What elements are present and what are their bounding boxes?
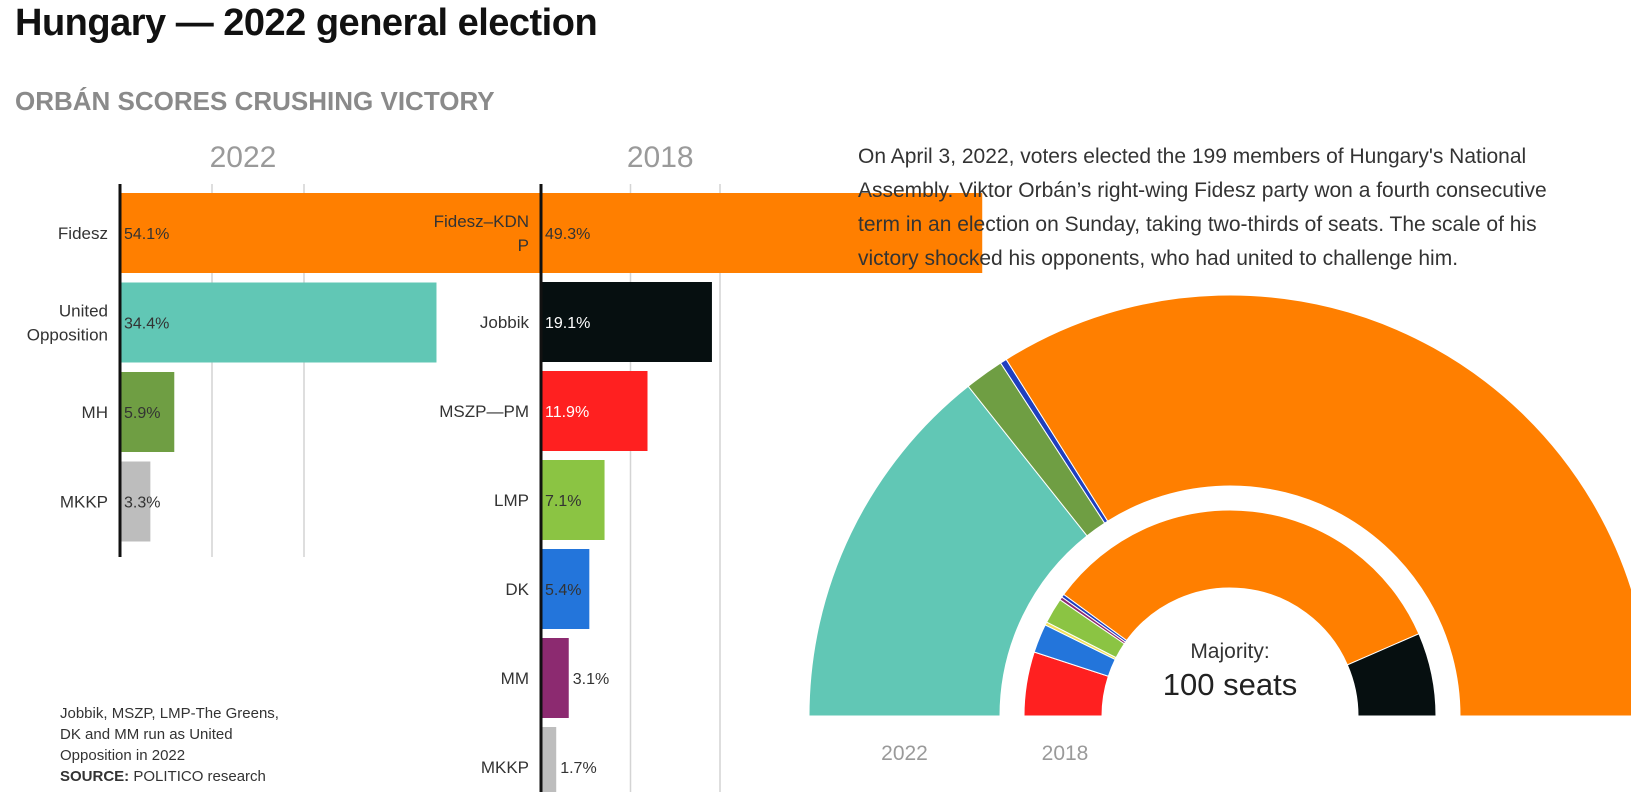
parliament-chart: 2022 2018 Majority: 100 seats	[808, 294, 1631, 765]
chart-2018-category-label: MKKP	[481, 758, 529, 777]
chart-2018-category-label: LMP	[494, 491, 529, 510]
seat-segment-2018	[1063, 509, 1420, 666]
chart-2022-bar	[120, 372, 175, 452]
chart-2022-category-line: MH	[82, 403, 108, 422]
chart-2018-category-line: P	[518, 236, 529, 255]
chart-2018-bar	[541, 727, 557, 792]
chart-2018-bar	[541, 460, 605, 540]
page-title: Hungary — 2022 general election	[15, 2, 598, 44]
chart-2022-data-label: 54.1%	[124, 226, 169, 243]
chart-2018-bar	[541, 282, 712, 362]
ring-label-2022: 2022	[881, 742, 928, 765]
footnote-note: Jobbik, MSZP, LMP-The Greens, DK and MM …	[60, 705, 279, 764]
chart-2018-category-line: MKKP	[481, 758, 529, 777]
chart-2022-data-label: 5.9%	[124, 405, 160, 422]
footnote: Jobbik, MSZP, LMP-The Greens, DK and MM …	[60, 703, 300, 787]
chart-2018-category-label: Jobbik	[480, 313, 530, 332]
chart-2022-category-line: United	[59, 302, 108, 321]
chart-2018-data-label: 7.1%	[545, 493, 581, 510]
chart-2022-category-line: Fidesz	[58, 224, 108, 243]
chart-2022-category-line: MKKP	[60, 493, 108, 512]
chart-2022-bar	[120, 193, 618, 273]
chart-2022-category-label: Fidesz	[58, 224, 108, 243]
seat-segment-2022	[808, 385, 1088, 717]
footnote-source: SOURCE: POLITICO research	[60, 766, 300, 787]
chart-2018-category-label: MSZP—PM	[439, 402, 529, 421]
source-text: POLITICO research	[133, 768, 266, 785]
chart-2022-data-label: 34.4%	[124, 316, 169, 333]
majority-label: Majority:	[1190, 640, 1269, 663]
chart-2018-bar-chart: 2018 49.3% Fidesz–KDN P 19.1% Jobbik 11.9% MSZP…	[434, 141, 983, 792]
chart-2022-category-line: Opposition	[27, 326, 108, 345]
chart-2018-category-line: DK	[505, 580, 529, 599]
chart-2022-bar	[120, 461, 151, 542]
chart-2022-bar-chart: 2022 54.1% Fidesz 34.4% United Opposition 5.9%…	[27, 141, 618, 557]
chart-2018-category-label: Fidesz–KDN P	[434, 212, 529, 255]
chart-2018-category-line: Jobbik	[480, 313, 530, 332]
chart-2018-chart-title: 2018	[627, 141, 694, 174]
chart-2018-bar	[541, 193, 983, 273]
chart-2022-chart-title: 2022	[210, 141, 277, 174]
chart-2018-data-label: 19.1%	[545, 315, 590, 332]
chart-2022-category-label: MKKP	[60, 493, 108, 512]
seat-segment-2022	[1005, 294, 1631, 717]
chart-2018-category-label: DK	[505, 580, 529, 599]
chart-2018-bar	[541, 549, 590, 629]
chart-2018-bar	[541, 371, 648, 451]
chart-2022-bar	[120, 282, 437, 363]
chart-2018-category-line: MSZP—PM	[439, 402, 529, 421]
chart-2018-category-label: MM	[501, 669, 529, 688]
majority-value: 100 seats	[1163, 667, 1297, 702]
chart-2018-data-label: 49.3%	[545, 226, 590, 243]
chart-2018-bar	[541, 638, 569, 718]
source-label: SOURCE:	[60, 768, 130, 785]
chart-2018-category-line: Fidesz–KDN	[434, 212, 529, 231]
ring-label-2018: 2018	[1042, 742, 1089, 765]
seat-segment-2018	[1346, 633, 1437, 717]
chart-2018-data-label: 3.1%	[573, 671, 609, 688]
chart-2018-category-line: MM	[501, 669, 529, 688]
intro-paragraph: On April 3, 2022, voters elected the 199…	[858, 145, 1547, 270]
chart-2018-data-label: 11.9%	[545, 404, 589, 421]
chart-2018-data-label: 1.7%	[560, 760, 596, 777]
chart-2018-data-label: 5.4%	[545, 582, 581, 599]
chart-subtitle: ORBÁN SCORES CRUSHING VICTORY	[15, 86, 495, 116]
chart-2022-category-label: MH	[82, 403, 108, 422]
chart-2018-category-line: LMP	[494, 491, 529, 510]
chart-2022-category-label: United Opposition	[27, 302, 108, 345]
chart-2022-data-label: 3.3%	[124, 495, 160, 512]
